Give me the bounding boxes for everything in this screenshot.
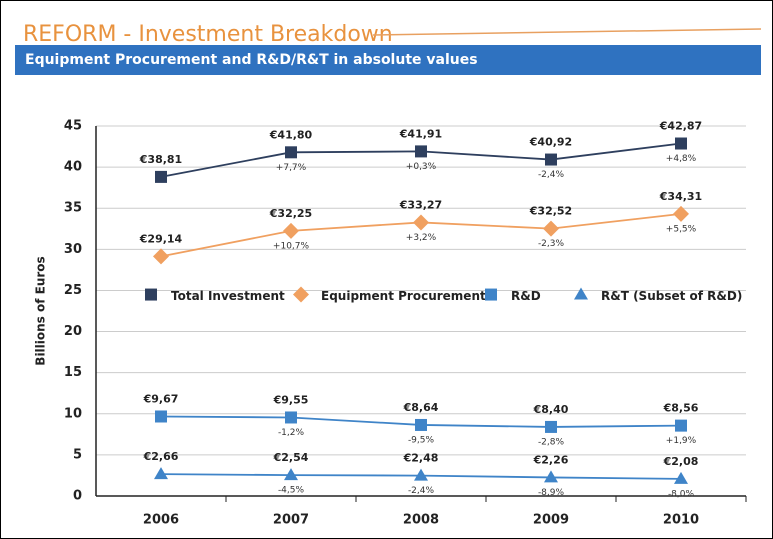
change-label: -8,0% — [668, 489, 695, 499]
data-point — [285, 411, 297, 424]
data-label: €29,14 — [139, 232, 183, 245]
data-label: €9,55 — [273, 393, 309, 406]
data-label: €2,66 — [143, 450, 179, 463]
change-label: +3,2% — [406, 233, 437, 243]
data-point — [155, 410, 167, 423]
chart-title: REFORM - Investment Breakdown — [23, 22, 393, 47]
change-label: +10,7% — [273, 241, 310, 251]
x-tick-label: 2006 — [143, 513, 179, 528]
change-label: -8,9% — [538, 488, 565, 498]
change-label: +1,9% — [666, 436, 697, 446]
change-label: +0,3% — [406, 162, 437, 172]
data-label: €38,81 — [139, 153, 182, 166]
data-label: €32,25 — [269, 207, 312, 220]
legend-label: R&T (Subset of R&D) — [601, 289, 742, 303]
data-point — [284, 468, 298, 481]
change-label: +7,7% — [276, 163, 307, 173]
y-tick-label: 30 — [64, 242, 82, 257]
y-tick-label: 15 — [64, 365, 82, 380]
change-label: -2,4% — [538, 170, 565, 180]
x-tick-label: 2009 — [533, 513, 569, 528]
x-tick-label: 2008 — [403, 513, 439, 528]
data-point — [153, 248, 169, 265]
title-rule — [372, 28, 762, 36]
y-axis-label: Billions of Euros — [34, 256, 48, 365]
data-label: €8,40 — [533, 403, 569, 416]
data-point — [675, 419, 687, 432]
data-point — [415, 145, 427, 158]
legend-marker — [293, 286, 309, 303]
y-tick-label: 0 — [73, 489, 82, 504]
x-tick-label: 2010 — [663, 513, 699, 528]
data-point — [283, 222, 299, 239]
data-label: €8,64 — [403, 401, 439, 414]
data-point — [674, 471, 688, 484]
data-point — [543, 220, 559, 237]
change-label: -2,4% — [408, 486, 435, 496]
data-point — [544, 470, 558, 483]
y-tick-label: 5 — [73, 447, 82, 462]
legend-label: Total Investment — [171, 289, 285, 303]
y-tick-label: 40 — [64, 160, 82, 175]
data-point — [675, 137, 687, 150]
y-tick-label: 45 — [64, 119, 82, 134]
change-label: -2,3% — [538, 239, 565, 249]
data-point — [545, 420, 557, 433]
y-tick-label: 25 — [64, 283, 82, 298]
legend-marker — [485, 288, 497, 301]
legend-marker — [574, 287, 588, 300]
legend-marker — [145, 288, 157, 301]
data-label: €2,08 — [663, 455, 699, 468]
data-label: €2,26 — [533, 453, 569, 466]
change-label: -2,8% — [538, 437, 565, 447]
change-label: -1,2% — [278, 428, 305, 438]
data-label: €32,52 — [529, 205, 572, 218]
x-tick-label: 2007 — [273, 513, 309, 528]
legend-label: Equipment Procurement — [321, 289, 486, 303]
y-tick-label: 35 — [64, 201, 82, 216]
change-label: -4,5% — [278, 486, 305, 496]
data-label: €2,48 — [403, 452, 439, 465]
data-point — [414, 468, 428, 481]
change-label: +5,5% — [666, 224, 697, 234]
data-point — [155, 170, 167, 183]
subtitle-bar — [15, 45, 761, 75]
data-label: €33,27 — [399, 198, 442, 211]
legend-label: R&D — [511, 289, 541, 303]
data-label: €42,87 — [659, 120, 702, 133]
y-tick-label: 20 — [64, 324, 82, 339]
data-point — [154, 467, 168, 480]
data-label: €40,92 — [529, 136, 572, 149]
data-point — [545, 153, 557, 166]
change-label: +4,8% — [666, 154, 697, 164]
y-tick-label: 10 — [64, 406, 82, 421]
data-label: €2,54 — [273, 451, 309, 464]
data-label: €8,56 — [663, 402, 699, 415]
data-label: €9,67 — [143, 392, 179, 405]
data-point — [673, 205, 689, 222]
data-point — [413, 214, 429, 231]
change-label: -9,5% — [408, 435, 435, 445]
data-label: €41,80 — [269, 128, 313, 141]
data-point — [415, 418, 427, 431]
chart-subtitle: Equipment Procurement and R&D/R&T in abs… — [25, 52, 478, 68]
data-point — [285, 146, 297, 159]
data-label: €41,91 — [399, 127, 442, 140]
data-label: €34,31 — [659, 190, 702, 203]
